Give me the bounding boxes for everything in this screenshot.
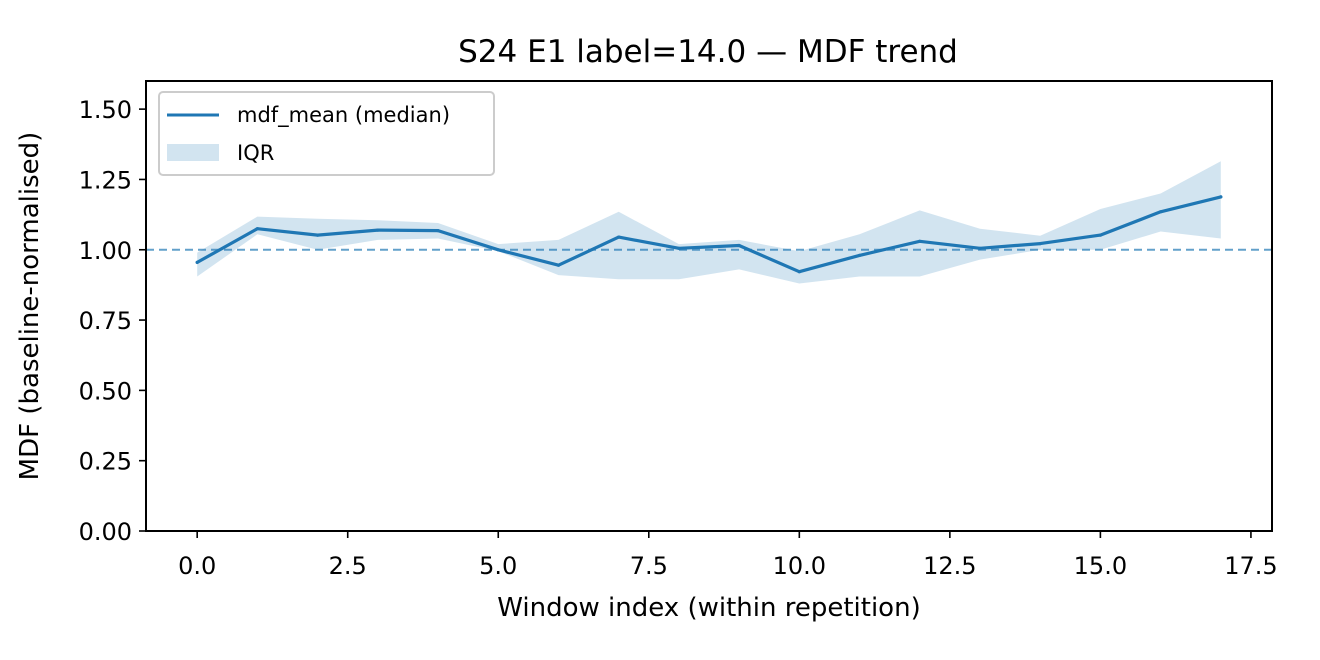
y-tick-label: 1.00 <box>79 237 132 265</box>
x-tick-label: 5.0 <box>479 552 517 580</box>
y-axis-ticks: 0.00 0.25 0.50 0.75 1.00 1.25 1.50 <box>79 96 146 546</box>
data-point <box>918 239 922 243</box>
x-axis-label: Window index (within repetition) <box>497 593 920 623</box>
y-tick-label: 0.00 <box>79 518 132 546</box>
data-point <box>316 233 320 237</box>
data-point <box>496 248 500 252</box>
data-point <box>1219 195 1223 199</box>
series-line-layer <box>195 195 1223 274</box>
series-line-0 <box>195 195 1223 274</box>
y-tick-label: 0.25 <box>79 448 132 476</box>
y-tick-label: 1.25 <box>79 166 132 194</box>
x-tick-label: 17.5 <box>1224 552 1277 580</box>
legend: mdf_mean (median) IQR <box>158 91 495 176</box>
legend-box <box>158 91 495 176</box>
y-tick-label: 1.50 <box>79 96 132 124</box>
data-point <box>1038 242 1042 246</box>
data-point <box>617 235 621 239</box>
legend-label-iqr: IQR <box>237 141 274 165</box>
data-point <box>195 260 199 264</box>
x-tick-label: 10.0 <box>773 552 826 580</box>
x-tick-label: 2.5 <box>329 552 367 580</box>
data-point <box>255 227 259 231</box>
data-point <box>978 246 982 250</box>
data-point <box>1159 210 1163 214</box>
y-tick-label: 0.50 <box>79 377 132 405</box>
x-tick-label: 15.0 <box>1074 552 1127 580</box>
data-point <box>797 270 801 274</box>
data-point <box>737 243 741 248</box>
data-point <box>556 263 561 267</box>
x-tick-label: 12.5 <box>923 552 976 580</box>
data-point <box>436 229 440 233</box>
chart-title: S24 E1 label=14.0 — MDF trend <box>458 34 958 70</box>
iqr-band <box>197 161 1221 284</box>
data-point <box>376 228 380 232</box>
data-point <box>1098 233 1102 237</box>
legend-label-median: mdf_mean (median) <box>237 103 450 128</box>
x-tick-label: 0.0 <box>178 552 216 580</box>
y-axis-label: MDF (baseline-normalised) <box>15 132 45 481</box>
data-point <box>677 246 681 250</box>
x-tick-label: 7.5 <box>630 552 668 580</box>
iqr-band-layer <box>197 161 1221 284</box>
legend-swatch-band <box>167 144 219 161</box>
x-axis-ticks: 0.0 2.5 5.0 7.5 10.0 12.5 15.0 17.5 <box>178 531 1278 580</box>
data-point <box>857 253 862 257</box>
plot-frame <box>145 80 1273 532</box>
y-tick-label: 0.75 <box>79 307 132 335</box>
